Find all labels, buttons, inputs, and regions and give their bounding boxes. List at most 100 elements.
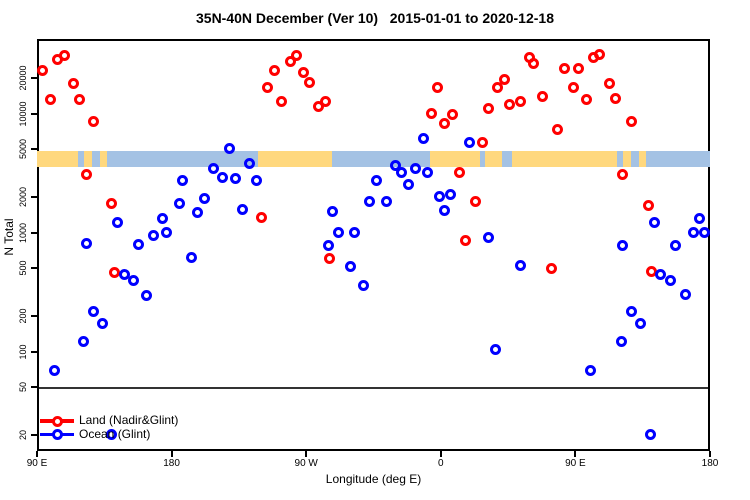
y-tick-label: 10000 — [18, 101, 28, 127]
data-point-land — [73, 93, 85, 105]
data-point-ocean — [364, 196, 376, 208]
data-point-ocean — [648, 216, 660, 228]
data-point-ocean — [78, 335, 90, 347]
y-tick-label: 5000 — [18, 139, 28, 160]
data-point-land — [432, 81, 444, 93]
data-point-land — [469, 195, 481, 207]
data-point-land — [551, 124, 563, 136]
data-point-land — [536, 90, 548, 102]
data-point-ocean — [199, 192, 211, 204]
data-point-ocean — [237, 204, 249, 216]
y-tick — [31, 267, 37, 270]
x-tick — [439, 451, 442, 457]
data-point-ocean — [80, 237, 92, 249]
data-point-ocean — [445, 189, 457, 201]
data-point-land — [581, 93, 593, 105]
data-point-land — [284, 55, 296, 67]
land-ocean-band-segment — [501, 151, 512, 167]
data-point-ocean — [418, 133, 430, 145]
data-point-ocean — [693, 213, 705, 225]
data-point-land — [81, 168, 93, 180]
chart-title: 35N-40N December (Ver 10) 2015-01-01 to … — [196, 10, 554, 26]
data-point-land — [298, 66, 310, 78]
y-tick-label: 500 — [18, 260, 28, 276]
data-point-ocean — [344, 260, 356, 272]
y-tick-label: 50 — [18, 382, 28, 393]
data-point-land — [460, 234, 472, 246]
data-point-land — [261, 81, 273, 93]
land-ocean-band-segment — [479, 151, 485, 167]
data-point-ocean — [514, 259, 526, 271]
y-tick-label: 2000 — [18, 186, 28, 207]
data-point-ocean — [687, 226, 699, 238]
data-point-land — [643, 199, 655, 211]
data-point-land — [291, 49, 303, 61]
data-point-ocean — [229, 173, 241, 185]
y-tick — [31, 231, 37, 234]
data-point-land — [275, 95, 287, 107]
y-tick — [31, 195, 37, 198]
x-tick — [36, 451, 38, 457]
data-point-ocean — [327, 206, 339, 218]
data-point-land — [514, 96, 526, 108]
land-ocean-band-segment — [622, 151, 632, 167]
y-tick-label: 100 — [18, 344, 28, 360]
land-ocean-band-segment — [484, 151, 502, 167]
data-point-land — [625, 116, 637, 128]
data-point-land — [304, 76, 316, 88]
x-tick-label: 180 — [163, 458, 180, 469]
data-point-land — [528, 58, 540, 70]
n50-reference-line — [39, 387, 708, 389]
land-series-circle-icon — [51, 415, 63, 427]
x-axis-label: Longitude (deg E) — [325, 472, 422, 486]
data-point-ocean — [148, 230, 160, 242]
data-point-ocean — [88, 305, 100, 317]
data-point-ocean — [615, 335, 627, 347]
land-ocean-band-segment — [638, 151, 646, 167]
data-point-ocean — [433, 191, 445, 203]
data-point-ocean — [244, 158, 256, 170]
data-point-ocean — [698, 226, 710, 238]
data-point-ocean — [679, 289, 691, 301]
data-point-land — [88, 116, 100, 128]
land-ocean-band-segment — [83, 151, 93, 167]
data-point-ocean — [161, 226, 173, 238]
data-point-land — [105, 198, 117, 210]
data-point-land — [320, 95, 332, 107]
data-point-land — [604, 77, 616, 89]
x-tick-label: 90 E — [26, 458, 48, 469]
x-tick-label: 90 W — [294, 458, 318, 469]
data-point-land — [504, 99, 516, 111]
data-point-land — [255, 211, 267, 223]
data-point-land — [312, 101, 324, 113]
data-point-land — [446, 108, 458, 120]
data-point-ocean — [97, 317, 109, 329]
plot-area — [37, 39, 710, 451]
ocean-series-circle-icon — [51, 429, 63, 440]
x-tick — [305, 451, 308, 457]
land-ocean-band-segment — [331, 151, 431, 167]
data-point-ocean — [333, 226, 345, 238]
legend: Land (Nadir&Glint) Ocean (Glint) — [40, 413, 240, 441]
x-tick-label: 180 — [701, 458, 719, 469]
data-point-ocean — [111, 216, 123, 228]
data-point-ocean — [251, 174, 263, 186]
data-point-ocean — [207, 162, 219, 174]
legend-item-land: Land (Nadir&Glint) — [40, 413, 240, 428]
x-tick — [170, 451, 173, 457]
x-tick — [709, 451, 711, 457]
data-point-land — [477, 136, 489, 148]
data-point-land — [594, 48, 606, 60]
y-tick-label: 20 — [18, 429, 28, 440]
land-ocean-band-segment — [631, 151, 639, 167]
data-point-ocean — [118, 269, 130, 281]
land-ocean-band-segment — [511, 151, 617, 167]
data-point-ocean — [403, 179, 415, 191]
data-point-ocean — [617, 239, 629, 251]
data-point-ocean — [141, 290, 153, 302]
data-point-ocean — [422, 166, 434, 178]
data-point-ocean — [390, 159, 402, 171]
data-point-land — [426, 107, 438, 119]
y-tick — [31, 148, 37, 151]
